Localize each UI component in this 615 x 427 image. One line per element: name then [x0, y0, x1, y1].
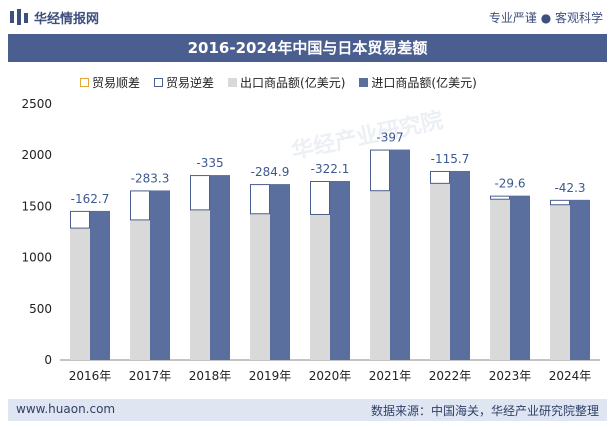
trade-balance-label: -162.7	[71, 192, 110, 206]
export-bar	[370, 190, 390, 360]
x-tick-label: 2016年	[69, 369, 112, 383]
legend-export-swatch	[228, 77, 238, 87]
footer: www.huaon.com 数据来源：中国海关，华经产业研究院整理	[8, 399, 607, 421]
title-bar: 2016-2024年中国与日本贸易差额	[8, 34, 607, 62]
legend-surplus-label: 贸易顺差	[92, 75, 141, 90]
y-tick-label: 2500	[21, 97, 52, 111]
trade-balance-box	[70, 210, 90, 229]
export-bar	[310, 213, 330, 360]
trade-balance-label: -335	[196, 156, 223, 170]
import-bar	[210, 175, 230, 360]
trade-balance-label: -42.3	[554, 181, 585, 195]
trade-balance-box	[490, 195, 510, 200]
legend-deficit-swatch	[154, 77, 164, 87]
x-tick-label: 2022年	[429, 369, 472, 383]
trade-balance-box	[190, 175, 210, 211]
trade-balance-label: -284.9	[251, 165, 290, 179]
bar-chart: 0 500 1000 1500 2000 2500 -162.7 2016年 -283.3 201…	[21, 97, 600, 383]
y-tick-label: 2000	[21, 148, 52, 162]
legend-import-label: 进口商品额(亿美元)	[371, 75, 477, 90]
x-tick-label: 2018年	[189, 369, 232, 383]
trade-balance-box	[130, 190, 150, 221]
export-bar	[250, 213, 270, 360]
legend-export-label: 出口商品额(亿美元)	[240, 75, 346, 90]
legend: 贸易顺差 贸易逆差 出口商品额(亿美元) 进口商品额(亿美元)	[80, 72, 491, 92]
x-tick-label: 2024年	[549, 369, 592, 383]
x-tick-label: 2017年	[129, 369, 172, 383]
x-tick-label: 2019年	[249, 369, 292, 383]
chart-title: 2016-2024年中国与日本贸易差额	[187, 39, 428, 57]
legend-export: 出口商品额(亿美元)	[228, 74, 345, 91]
trade-balance-box	[430, 170, 450, 184]
import-bar	[390, 149, 410, 360]
export-bar	[130, 219, 150, 360]
trade-balance-label: -322.1	[311, 162, 350, 176]
export-bar	[490, 198, 510, 360]
slogan: 专业严谨 ● 客观科学	[488, 11, 603, 25]
import-bar	[450, 170, 470, 360]
import-bar	[90, 210, 110, 360]
export-bar	[550, 204, 570, 360]
logo-icon	[10, 9, 28, 25]
y-tick-label: 500	[29, 302, 52, 316]
import-bar	[510, 195, 530, 360]
export-bar	[190, 209, 210, 360]
legend-deficit: 贸易逆差	[154, 74, 214, 91]
y-tick-label: 1000	[21, 251, 52, 265]
trade-balance-label: -397	[376, 131, 403, 145]
trade-balance-box	[310, 181, 330, 215]
x-tick-label: 2020年	[309, 369, 352, 383]
brand-name: 华经情报网	[34, 12, 100, 27]
import-bar	[270, 184, 290, 360]
legend-surplus: 贸易顺差	[80, 74, 140, 91]
legend-import-swatch	[359, 77, 369, 87]
import-bar	[570, 199, 590, 360]
trade-balance-box	[370, 149, 390, 192]
trade-balance-label: -283.3	[131, 171, 170, 185]
export-bar	[70, 227, 90, 360]
trade-balance-box	[550, 199, 570, 206]
import-bar	[330, 181, 350, 360]
legend-surplus-swatch	[80, 77, 89, 87]
footer-source: 数据来源：中国海关，华经产业研究院整理	[370, 404, 599, 418]
y-tick-label: 1500	[21, 199, 52, 213]
footer-url[interactable]: www.huaon.com	[16, 402, 116, 416]
trade-balance-box	[250, 184, 270, 215]
legend-deficit-label: 贸易逆差	[166, 75, 215, 90]
x-tick-label: 2023年	[489, 369, 532, 383]
export-bar	[430, 182, 450, 360]
x-tick-label: 2021年	[369, 369, 412, 383]
trade-balance-label: -115.7	[431, 152, 470, 166]
import-bar	[150, 190, 170, 360]
trade-balance-label: -29.6	[494, 177, 525, 191]
top-bar: 华经情报网 专业严谨 ● 客观科学	[0, 0, 615, 34]
y-tick-label: 0	[44, 353, 52, 367]
legend-import: 进口商品额(亿美元)	[359, 74, 477, 91]
